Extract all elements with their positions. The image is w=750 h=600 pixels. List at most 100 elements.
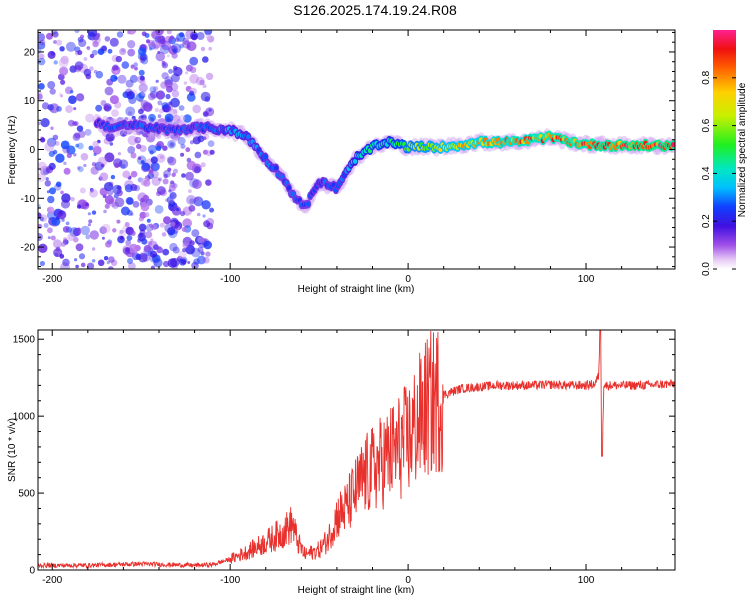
- spectrogram-noise-blob: [162, 178, 169, 185]
- spectrogram-noise-blob: [85, 202, 89, 207]
- spectrogram-noise-blob: [157, 186, 166, 195]
- spectrogram-noise-blob: [118, 159, 129, 169]
- spectrogram-noise-blob: [91, 247, 96, 251]
- spectrogram-noise-blob: [115, 55, 123, 63]
- spectrogram-noise-blob: [74, 61, 84, 70]
- spectrogram-noise-blob: [67, 233, 75, 241]
- spectrogram-noise-blob: [38, 83, 45, 90]
- spectrogram-noise-blob: [176, 208, 180, 212]
- spectrogram-noise-blob: [126, 90, 135, 100]
- spectrogram-noise-blob: [209, 149, 215, 155]
- spectrogram-noise-blob: [159, 44, 170, 55]
- spectrogram-noise-blob: [86, 46, 91, 50]
- spectrogram-noise-blob: [138, 129, 144, 135]
- spectrogram-noise-blob: [91, 210, 97, 215]
- spectrogram-noise-blob: [99, 172, 109, 181]
- spectrogram-noise-blob: [181, 173, 186, 178]
- spectrogram-noise-blob: [162, 63, 166, 67]
- spectrogram-noise-blob: [126, 197, 134, 205]
- spectrogram-noise-blob: [77, 142, 84, 150]
- spectrogram-noise-blob: [168, 228, 178, 239]
- spectrogram-noise-blob: [76, 231, 80, 235]
- spectrogram-noise-blob: [169, 142, 175, 148]
- snr-marks: [38, 330, 675, 570]
- spectrogram-noise-blob: [182, 248, 187, 253]
- spectrogram-noise-blob: [169, 242, 178, 252]
- spectrogram-noise-blob: [104, 182, 114, 192]
- spectrogram-noise-blob: [170, 180, 175, 185]
- spectrogram-noise-blob: [75, 243, 84, 252]
- spectrogram-noise-blob: [122, 170, 131, 179]
- spectrogram-noise-blob: [124, 222, 130, 227]
- spectrogram-noise-blob: [39, 39, 46, 46]
- spectrogram-noise-blob: [140, 202, 150, 212]
- spectrogram-noise-blob: [99, 226, 107, 234]
- spectrogram-noise-blob: [55, 181, 62, 188]
- spectrogram-noise-blob: [138, 98, 143, 103]
- spectrogram-noise-blob: [109, 37, 119, 47]
- spectrogram-noise-blob: [126, 235, 133, 241]
- spectrogram-noise-blob: [101, 45, 107, 52]
- snr-x-tick-label: -100: [220, 575, 240, 586]
- spectrogram-noise-blob: [161, 72, 169, 80]
- spectrogram-noise-blob: [83, 163, 87, 168]
- spectrogram-noise-blob: [60, 140, 70, 150]
- spectrogram-ridge-core: [246, 134, 251, 140]
- spectrogram-noise-blob: [92, 40, 99, 48]
- spectrogram-noise-blob: [179, 32, 185, 38]
- spectrogram-noise-blob: [52, 134, 59, 141]
- spectrogram-noise-blob: [171, 135, 178, 143]
- spectrogram-noise-blob: [181, 227, 187, 232]
- spectrogram-noise-blob: [147, 92, 156, 101]
- spectrogram-noise-blob: [132, 201, 140, 208]
- spectrogram-x-tick-label: 100: [578, 274, 595, 285]
- spectrogram-noise-blob: [48, 150, 55, 157]
- spectrogram-noise-blob: [140, 90, 146, 97]
- spectrogram-noise-blob: [197, 236, 205, 244]
- spectrogram-noise-blob: [129, 74, 138, 83]
- spectrogram-noise-blob: [83, 68, 92, 77]
- spectrogram-noise-blob: [185, 71, 189, 75]
- spectrogram-noise-blob: [138, 115, 145, 121]
- spectrogram-noise-blob: [172, 246, 180, 254]
- spectrogram-noise-blob: [165, 118, 173, 126]
- spectrogram-noise-blob: [87, 47, 91, 51]
- spectrogram-noise-blob: [47, 236, 51, 240]
- spectrogram-noise-blob: [127, 40, 136, 49]
- spectrogram-noise-blob: [79, 187, 86, 194]
- spectrogram-noise-blob: [52, 31, 59, 38]
- spectrogram-noise-blob: [149, 90, 158, 99]
- spectrogram-noise-blob: [117, 74, 127, 84]
- spectrogram-noise-blob: [80, 34, 85, 39]
- spectrogram-noise-blob: [157, 100, 163, 106]
- spectrogram-y-tick-label: -10: [21, 194, 36, 205]
- spectrogram-noise-blob: [200, 46, 206, 52]
- spectrogram-noise-blob: [197, 255, 206, 265]
- spectrogram-noise-blob: [114, 69, 119, 74]
- spectrogram-noise-blob: [63, 237, 68, 242]
- spectrogram-noise-blob: [40, 118, 50, 128]
- spectrogram-noise-blob: [150, 162, 160, 172]
- spectrogram-noise-blob: [88, 145, 94, 151]
- spectrogram-noise-blob: [192, 136, 201, 145]
- snr-x-axis-label: Height of straight line (km): [298, 585, 415, 596]
- spectrogram-y-tick-label: 10: [24, 96, 36, 107]
- spectrogram-noise-blob: [60, 241, 66, 247]
- spectrogram-noise-blob: [105, 132, 115, 142]
- spectrogram-noise-blob: [104, 195, 114, 205]
- spectrogram-noise-blob: [154, 107, 159, 113]
- spectrogram-noise-blob: [155, 51, 166, 62]
- spectrogram-noise-blob: [149, 250, 158, 258]
- spectrogram-noise-blob: [97, 156, 108, 167]
- spectrogram-noise-blob: [207, 140, 215, 148]
- spectrogram-noise-blob: [38, 53, 45, 60]
- spectrogram-noise-blob: [130, 230, 136, 236]
- colorbar-axis: 0.0 0.2 0.4 0.6 0.8: [701, 70, 736, 276]
- spectrogram-ridge-core: [273, 165, 279, 171]
- spectrogram-noise-blob: [107, 48, 113, 54]
- spectrogram-noise-blob: [84, 128, 92, 136]
- spectrogram-y-tick-label: 0: [29, 145, 35, 156]
- spectrogram-noise-blob: [130, 152, 137, 159]
- spectrogram-noise-blob: [88, 219, 93, 224]
